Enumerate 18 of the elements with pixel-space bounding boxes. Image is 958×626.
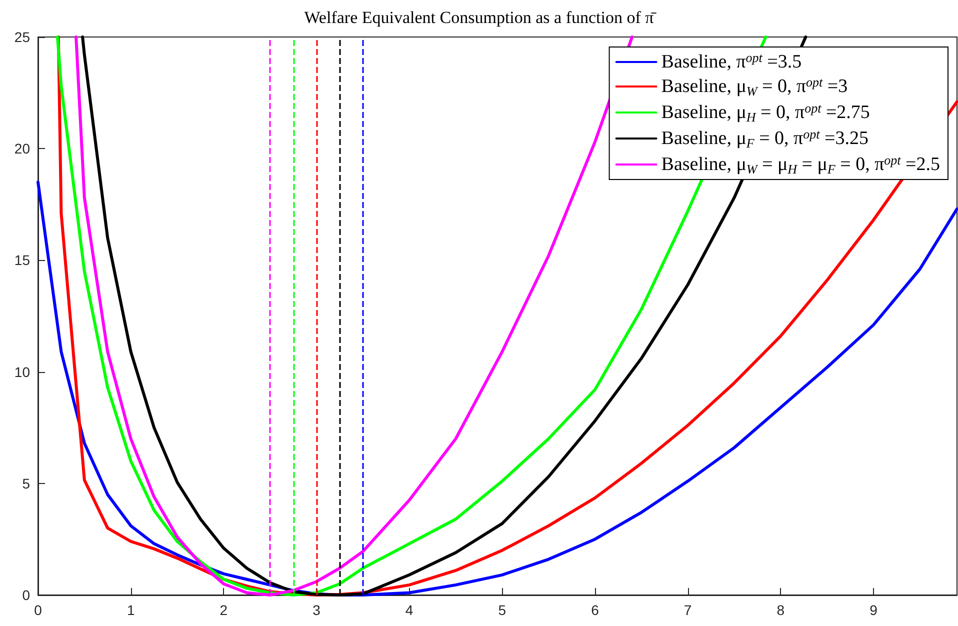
y-tick-label: 10 <box>14 364 30 380</box>
x-tick-label: 1 <box>126 602 135 618</box>
y-tick-label: 25 <box>14 29 30 45</box>
y-tick-label: 20 <box>14 140 30 157</box>
x-tick-label: 2 <box>220 602 228 618</box>
line-series <box>74 36 634 596</box>
x-tick-label: 8 <box>776 602 785 618</box>
x-tick-label: 6 <box>591 602 600 618</box>
x-tick-label: 9 <box>870 602 878 618</box>
x-tick-label: 0 <box>34 602 42 618</box>
x-tick-label: 7 <box>684 602 692 618</box>
x-tick-label: 4 <box>405 602 414 618</box>
chart-title: Welfare Equivalent Consumption as a function of π̄ <box>304 8 657 27</box>
y-tick-label: 0 <box>22 587 30 603</box>
x-tick-label: 5 <box>498 602 506 618</box>
x-tick-label: 3 <box>312 602 321 618</box>
y-tick-label: 15 <box>14 252 30 268</box>
y-tick-label: 5 <box>22 475 30 492</box>
